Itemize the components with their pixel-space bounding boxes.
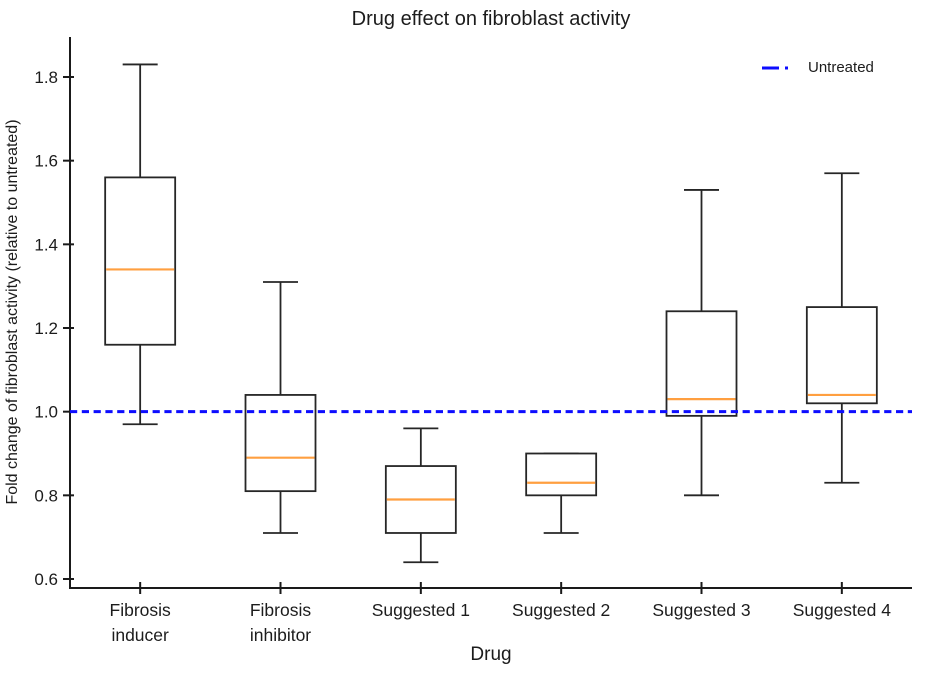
x-tick-label: Suggested 2 [512, 600, 610, 620]
legend: Untreated [761, 59, 874, 76]
chart-title: Drug effect on fibroblast activity [351, 8, 631, 30]
boxplot-box [244, 394, 317, 493]
y-tick-label: 1.6 [34, 152, 58, 171]
y-tick-label: 1.8 [34, 68, 58, 87]
x-tick-label: Suggested 4 [793, 600, 892, 620]
y-axis-label: Fold change of fibroblast activity (rela… [4, 119, 21, 505]
dashed-line-icon [762, 66, 788, 69]
y-tick-label: 1.0 [34, 403, 58, 422]
y-tick-label: 0.6 [34, 570, 58, 589]
axis-spine [69, 37, 912, 589]
x-tick-label: inhibitor [250, 625, 311, 645]
x-tick-label: Suggested 1 [372, 600, 470, 620]
x-tick-label: Suggested 3 [652, 600, 750, 620]
y-tick-label: 1.4 [34, 235, 58, 254]
y-tick-label: 1.2 [34, 319, 58, 338]
y-tick-label: 0.8 [34, 486, 58, 505]
boxplot-box [525, 452, 598, 497]
legend-label: Untreated [808, 59, 874, 76]
x-axis-label: Drug [470, 644, 512, 665]
x-tick-label: Fibrosis [250, 600, 312, 620]
boxplot-box [805, 306, 878, 405]
boxplot-box [104, 176, 177, 346]
x-tick-label: Fibrosis [110, 600, 172, 620]
x-tick-label: inducer [111, 625, 169, 645]
